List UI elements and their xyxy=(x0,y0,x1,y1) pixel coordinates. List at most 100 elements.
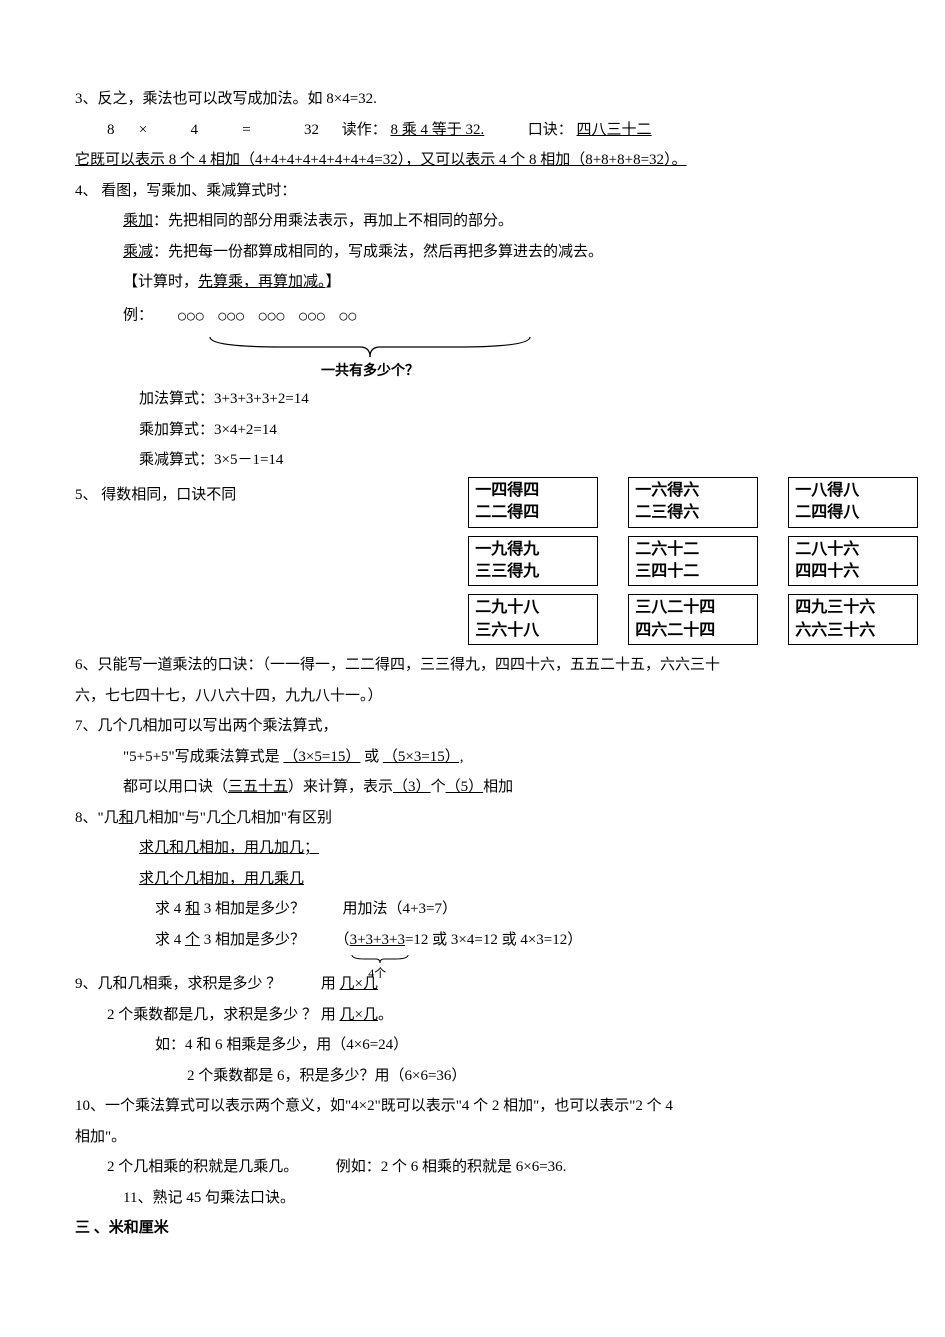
item8-l1b: 几相加"与"几 xyxy=(134,810,221,826)
table-cell: 一六得六二三得六 xyxy=(628,477,758,528)
item7-l3u3: （5） xyxy=(446,779,484,795)
item10-l1: 10、一个乘法算式可以表示两个意义，如"4×2"既可以表示"4 个 2 相加"，… xyxy=(75,1092,870,1121)
item4-l1b: ：先把相同的部分用乘法表示，再加上不相同的部分。 xyxy=(153,213,513,229)
item4-add-eq: 加法算式：3+3+3+3+2=14 xyxy=(75,385,870,414)
table-row: 二九十八三六十八三八二十四四六二十四四九三十六六六三十六 xyxy=(468,594,918,645)
item8-l1c: 几相加"有区别 xyxy=(236,810,332,826)
item9-l2a: 2 个乘数都是几，求积是多少 ？ 用 xyxy=(107,1007,340,1023)
item8-l1a: 8、"几 xyxy=(75,810,119,826)
item11-l1: 11、熟记 45 句乘法口诀。 xyxy=(75,1184,870,1213)
small-brace-icon xyxy=(350,954,410,964)
item8-l4u: 和 xyxy=(185,901,200,917)
table-cell-line: 一八得八 xyxy=(795,480,911,502)
item7-l3u2: （3） xyxy=(393,779,431,795)
item9-l3: 如：4 和 6 相乘是多少，用（4×6=24） xyxy=(75,1031,870,1060)
circle-group-3: ○○○ xyxy=(257,299,284,333)
eq-equals: = xyxy=(242,116,300,145)
circle-group-4: ○○○ xyxy=(298,299,325,333)
koujue-label: 口诀： xyxy=(528,122,573,138)
item7-l3c: 个 xyxy=(431,779,446,795)
tables-container: 一四得四二二得四一六得六二三得六一八得八二四得八一九得九三三得九二六十二三四十二… xyxy=(468,477,918,645)
table-cell-line: 三四十二 xyxy=(635,561,751,583)
reads-label: 读作： xyxy=(342,122,387,138)
item8-l5-sub-text: 4个 xyxy=(368,966,386,980)
circle-diagram: ○○○ ○○○ ○○○ ○○○ ○○ xyxy=(177,299,366,333)
item4-l3u: 先算乘，再算加减。 xyxy=(198,274,326,290)
brace-wrap xyxy=(205,335,535,359)
section3-title: 三 、米和厘米 xyxy=(75,1214,870,1243)
item7-l3d: 相加 xyxy=(483,779,513,795)
item7-l2u2: （5×3=15）, xyxy=(383,749,464,765)
item9-l2b: 。 xyxy=(378,1007,393,1023)
item8-l5b: 3 相加是多少？ xyxy=(200,932,305,948)
item4-l4: 例： xyxy=(123,307,153,323)
item8-l5-sub: 4个 xyxy=(350,954,405,980)
reads-value: 8 乘 4 等于 32. xyxy=(391,122,485,138)
item4-muladd-eq: 乘加算式：3×4+2=14 xyxy=(75,416,870,445)
item9-l1: 9、几和几相乘，求积是多少 ？ 用 几×几 xyxy=(75,970,870,999)
item8-l4a: 求 4 xyxy=(155,901,185,917)
item4-l1: 乘加：先把相同的部分用乘法表示，再加上不相同的部分。 xyxy=(75,207,870,236)
item7-l3u1: 三五十五 xyxy=(228,779,288,795)
item9-l2: 2 个乘数都是几，求积是多少 ？ 用 几×几。 xyxy=(75,1001,870,1030)
table-cell-line: 三三得九 xyxy=(475,561,591,583)
item4-l2b: ：先把每一份都算成相同的，写成乘法，然后再把多算进去的减去。 xyxy=(153,244,603,260)
item8-l1u: 和 xyxy=(119,810,134,826)
item10-l3b: 例如：2 个 6 相乘的积就是 6×6=36. xyxy=(336,1159,567,1175)
item7-l1: 7、几个几相加可以写出两个乘法算式， xyxy=(75,712,870,741)
brace-label: 一共有多少个？ xyxy=(205,359,535,386)
item7-l2: "5+5+5"写成乘法算式是 （3×5=15） 或 （5×3=15）, xyxy=(75,743,870,772)
table-cell-line: 四四十六 xyxy=(795,561,911,583)
eq-32: 32 xyxy=(304,116,338,145)
item3-line3: 它既可以表示 8 个 4 相加（4+4+4+4+4+4+4+4=32），又可以表… xyxy=(75,146,870,175)
item6-l1: 6、只能写一道乘法的口诀：（一一得一，二二得四，三三得九，四四十六，五五二十五，… xyxy=(75,651,870,680)
item8-l1u2: 个 xyxy=(221,810,236,826)
koujue-value: 四八三十二 xyxy=(577,122,652,138)
item3-l3c: ）。 xyxy=(664,152,687,168)
curly-brace-icon xyxy=(205,335,535,359)
item5-container: 5、 得数相同，口诀不同 一四得四二二得四一六得六二三得六一八得八二四得八一九得… xyxy=(75,477,870,645)
table-cell-line: 三六十八 xyxy=(475,620,591,642)
item8-l5: 求 4 个 3 相加是多少？ （3+3+3+34个=12 或 3×4=12 或 … xyxy=(75,926,870,955)
item7-l3b: ）来计算，表示 xyxy=(288,779,393,795)
table-cell-line: 二四得八 xyxy=(795,502,911,524)
item8-l2u: 求几和几相加，用几加几； xyxy=(139,840,319,856)
item8-l4b: 3 相加是多少？ xyxy=(200,901,305,917)
item8-l4c: 用加法（4+3=7） xyxy=(343,901,457,917)
circle-group-2: ○○○ xyxy=(217,299,244,333)
table-cell: 三八二十四四六二十四 xyxy=(628,594,758,645)
table-cell: 四九三十六六六三十六 xyxy=(788,594,918,645)
item7-l3: 都可以用口诀（三五十五）来计算，表示（3）个（5）相加 xyxy=(75,773,870,802)
table-cell-line: 四六二十四 xyxy=(635,620,751,642)
item3-line1: 3、反之，乘法也可以改写成加法。如 8×4=32. xyxy=(75,85,870,114)
item4-l3b: 】 xyxy=(326,274,341,290)
table-cell: 二八十六四四十六 xyxy=(788,536,918,587)
item3-equation-line: 8 × 4 = 32 读作： 8 乘 4 等于 32. 口诀： 四八三十二 xyxy=(75,116,870,145)
item4-l2a: 乘减 xyxy=(123,244,153,260)
item3-l3a: 它既可以表示 8 个 4 相加（ xyxy=(75,152,255,168)
item8-l5u: 个 xyxy=(185,932,200,948)
item10-l3a: 2 个几相乘的积就是几乘几。 xyxy=(107,1159,298,1175)
eq-8: 8 xyxy=(107,116,135,145)
item3-l3u2: 8+8+8+8=32 xyxy=(585,152,664,168)
item4-mulsub-eq: 乘减算式：3×5－1=14 xyxy=(75,446,870,475)
table-row: 一四得四二二得四一六得六二三得六一八得八二四得八 xyxy=(468,477,918,528)
table-cell: 一八得八二四得八 xyxy=(788,477,918,528)
item8-l5a: 求 4 xyxy=(155,932,185,948)
table-cell-line: 三八二十四 xyxy=(635,597,751,619)
table-cell: 一四得四二二得四 xyxy=(468,477,598,528)
item4-example-row: 例： ○○○ ○○○ ○○○ ○○○ ○○ xyxy=(75,299,870,333)
item7-l2u1: （3×5=15） xyxy=(283,749,360,765)
item6-l2: 六，七七四十七，八八六十四，九九八十一。） xyxy=(75,682,870,711)
table-row: 一九得九三三得九二六十二三四十二二八十六四四十六 xyxy=(468,536,918,587)
item9-l2u: 几×几 xyxy=(340,1007,378,1023)
item10-l3: 2 个几相乘的积就是几乘几。 例如：2 个 6 相乘的积就是 6×6=36. xyxy=(75,1153,870,1182)
item8-l5u2: 3+3+3+3 xyxy=(350,932,405,948)
item4-l1a: 乘加 xyxy=(123,213,153,229)
circle-group-1: ○○○ xyxy=(177,299,204,333)
eq-4: 4 xyxy=(191,116,239,145)
table-cell-line: 一六得六 xyxy=(635,480,751,502)
item9-l4: 2 个乘数都是 6，积是多少？用（6×6=36） xyxy=(75,1062,870,1091)
item4-title: 4、 看图，写乘加、乘减算式时： xyxy=(75,177,870,206)
item10-l2: 相加"。 xyxy=(75,1123,870,1152)
